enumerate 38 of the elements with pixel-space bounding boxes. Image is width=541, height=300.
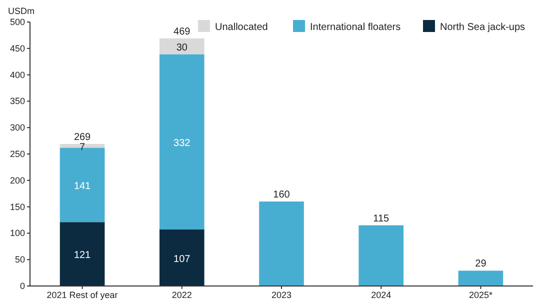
y-tick-label: 300 — [10, 122, 25, 133]
bar — [60, 144, 105, 148]
data-label: 107 — [174, 254, 191, 265]
y-tick-label: 100 — [10, 228, 25, 238]
x-tick-label: 2022 — [172, 290, 192, 300]
y-tick-label: 0 — [20, 281, 25, 291]
legend-label: International floaters — [310, 22, 401, 33]
data-label: 141 — [74, 180, 92, 192]
total-label: 469 — [174, 26, 191, 38]
bar — [458, 270, 504, 286]
x-tick-label: 2024 — [371, 290, 392, 300]
y-tick-label: 50 — [14, 254, 25, 265]
x-tick-label: 2023 — [271, 290, 292, 300]
y-tick-label: 250 — [10, 149, 25, 159]
y-tick-label: 150 — [10, 202, 25, 212]
bar — [60, 222, 105, 286]
y-axis-title: USDm — [8, 6, 34, 16]
bar — [259, 202, 304, 286]
legend-label: North Sea jack-ups — [440, 22, 526, 33]
legend-label: Unallocated — [215, 22, 268, 33]
bar — [159, 54, 204, 230]
total-label: 115 — [373, 213, 390, 224]
x-tick-label: 2021 Rest of year — [46, 290, 118, 300]
bar — [159, 38, 204, 54]
x-tick-label: 2025* — [468, 290, 493, 300]
bar — [159, 230, 204, 286]
y-tick-label: 350 — [10, 96, 25, 106]
y-tick-label: 450 — [10, 43, 25, 54]
data-label: 121 — [74, 250, 92, 262]
data-label: 30 — [176, 42, 188, 54]
total-label: 160 — [273, 190, 290, 201]
data-label: 332 — [174, 138, 191, 149]
total-label: 269 — [74, 132, 92, 143]
bar — [358, 225, 404, 286]
y-tick-label: 200 — [10, 175, 25, 186]
total-label: 29 — [475, 258, 487, 270]
y-tick-label: 500 — [10, 17, 25, 27]
y-tick-label: 400 — [10, 70, 25, 80]
